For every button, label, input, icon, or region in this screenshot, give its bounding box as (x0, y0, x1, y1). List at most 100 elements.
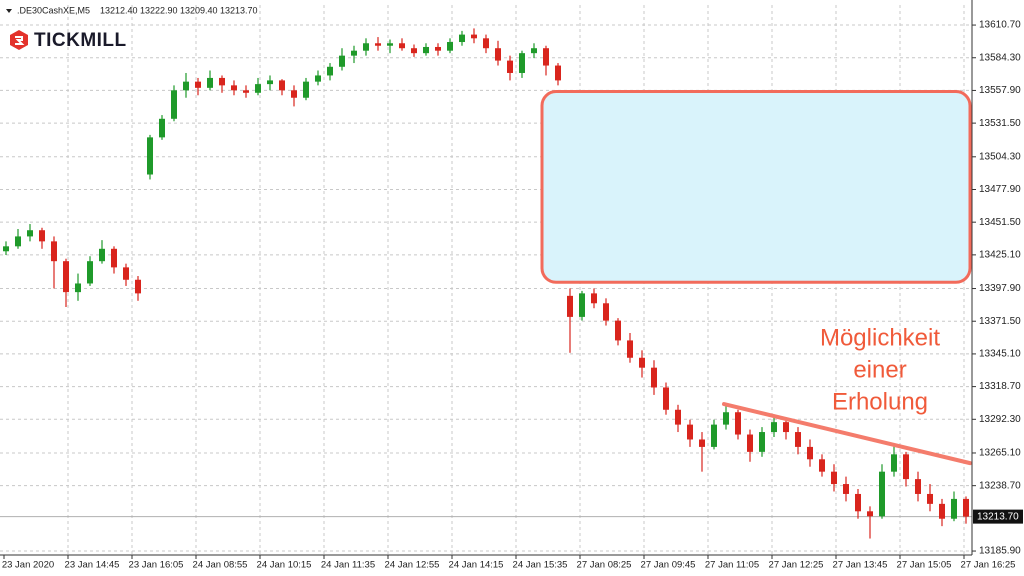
y-tick-label: 13557.90 (979, 85, 1021, 96)
candle-body (15, 236, 21, 247)
y-tick-label: 13425.10 (979, 250, 1021, 261)
candle-body (795, 432, 801, 447)
annotation: Erholung (832, 388, 928, 415)
candle-body (351, 50, 357, 56)
candle-body (435, 46, 441, 51)
candle-body (843, 484, 849, 494)
x-tick-label: 23 Jan 14:45 (65, 560, 120, 571)
candle-body (639, 357, 645, 368)
candle-body (927, 493, 933, 504)
candle-body (507, 60, 513, 73)
trendline (722, 402, 972, 466)
x-tick-label: 27 Jan 16:25 (961, 560, 1016, 571)
x-tick-label: 24 Jan 14:15 (449, 560, 504, 571)
header-value: 13222.90 (140, 5, 178, 15)
candle-body (399, 43, 405, 49)
x-tick-label: 27 Jan 13:45 (833, 560, 888, 571)
candle-body (483, 38, 489, 49)
candle-body (411, 48, 417, 54)
candle-body (555, 65, 561, 81)
zone-layer (540, 90, 972, 284)
candle-body (543, 48, 549, 66)
candle-body (51, 241, 57, 262)
candle-body (135, 279, 141, 294)
candle-body (39, 230, 45, 242)
candle-body (651, 367, 657, 388)
menu-arrow[interactable] (6, 9, 12, 13)
candle-body (699, 439, 705, 447)
candle-body (315, 75, 321, 82)
candle-body (123, 267, 129, 280)
candle-body (219, 77, 225, 86)
header-values: 13212.40 13222.90 13209.40 13213.70 (100, 5, 258, 15)
x-tick-label: 27 Jan 09:45 (641, 560, 696, 571)
candle-body (303, 81, 309, 98)
candle-body (879, 471, 885, 517)
candle-body (675, 409, 681, 425)
x-tick-label: 24 Jan 08:55 (193, 560, 248, 571)
candle-body (99, 248, 105, 262)
y-tick-label: 13610.70 (979, 20, 1021, 31)
candle-body (195, 81, 201, 88)
candles: Möglichkeit einer Erholung (3, 28, 972, 539)
candle-body (387, 43, 393, 46)
candle-body (627, 340, 633, 358)
candle-body (87, 261, 93, 284)
candle-body (891, 454, 897, 472)
candle-body (3, 246, 9, 252)
candle-body (291, 90, 297, 98)
candle-body (783, 422, 789, 433)
y-tick-label: 13371.50 (979, 316, 1021, 327)
candle-body (759, 432, 765, 452)
candle-body (459, 34, 465, 43)
candle-body (75, 283, 81, 293)
y-tick-label: 13345.10 (979, 349, 1021, 360)
candle-body (267, 80, 273, 85)
axes: 13610.70 13584.30 13557.90 13531.50 13504.30… (2, 20, 1023, 571)
candle-body (231, 85, 237, 91)
candle-body (903, 454, 909, 480)
candle-body (63, 261, 69, 293)
y-tick-label: 13292.30 (979, 414, 1021, 425)
candle-body (447, 42, 453, 51)
candle-body (111, 248, 117, 268)
logo-mark (15, 36, 25, 45)
candle-body (951, 498, 957, 519)
candle-body (831, 471, 837, 485)
annotation: einer (853, 356, 906, 383)
candle-body (327, 66, 333, 76)
candle-body (519, 53, 525, 73)
symbol: .DE30CashXE,M5 (17, 5, 90, 15)
candle-body (279, 80, 285, 91)
y-tick-label: 13238.70 (979, 480, 1021, 491)
candle-body (339, 55, 345, 67)
current-price-label: 13213.70 (977, 511, 1019, 522)
candle-body (363, 43, 369, 51)
y-tick-label: 13265.10 (979, 448, 1021, 459)
y-tick-label: 13584.30 (979, 52, 1021, 63)
annotation: Möglichkeit (820, 324, 940, 351)
header-value: 13213.70 (220, 5, 258, 15)
y-tick-label: 13185.90 (979, 546, 1021, 557)
header-value: 13209.40 (180, 5, 218, 15)
candle-body (687, 424, 693, 440)
candle-body (531, 48, 537, 54)
x-tick-label: 23 Jan 2020 (2, 560, 54, 571)
y-tick-label: 13504.30 (979, 151, 1021, 162)
y-tick-label: 13318.70 (979, 381, 1021, 392)
y-tick-label: 13397.90 (979, 283, 1021, 294)
candle-body (171, 90, 177, 119)
x-tick-label: 27 Jan 12:25 (769, 560, 824, 571)
candle-body (567, 295, 573, 317)
candle-body (663, 387, 669, 410)
y-tick-label: 13477.90 (979, 184, 1021, 195)
candle-body (711, 424, 717, 447)
header-value: 13212.40 (100, 5, 138, 15)
candle-body (591, 293, 597, 304)
candle-body (471, 34, 477, 39)
candle-body (27, 230, 33, 237)
current-price-box (973, 509, 1023, 524)
